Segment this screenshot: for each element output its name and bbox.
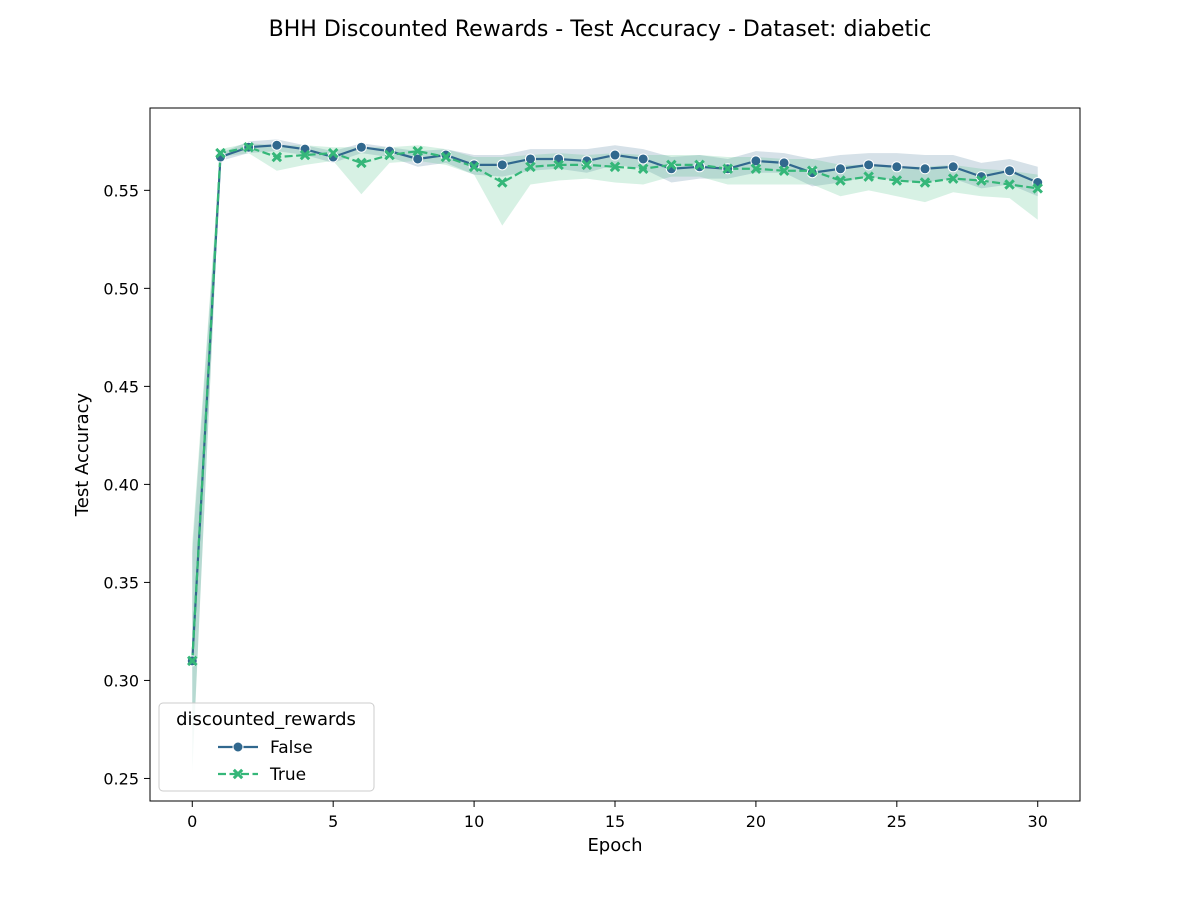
legend-box xyxy=(158,702,375,792)
data-point-false xyxy=(637,153,649,165)
data-point-true xyxy=(750,163,762,175)
data-point-true xyxy=(299,149,311,161)
data-point-true xyxy=(440,151,452,163)
data-point-true xyxy=(553,159,564,171)
data-point-true xyxy=(525,161,536,173)
data-point-false xyxy=(1004,165,1016,177)
confidence-bands xyxy=(192,139,1038,775)
data-point-true xyxy=(1032,183,1043,194)
data-point-true xyxy=(412,145,423,157)
data-point-true xyxy=(722,163,733,175)
legend-label-false: False xyxy=(270,738,313,758)
series-markers xyxy=(186,139,1044,667)
x-tick-label: 0 xyxy=(187,812,197,831)
y-tick-label: 0.50 xyxy=(103,279,139,298)
y-tick-label: 0.25 xyxy=(103,769,139,788)
data-point-true xyxy=(919,177,931,188)
series-lines xyxy=(191,144,1039,661)
data-point-false xyxy=(496,159,508,171)
legend-marker-true xyxy=(232,768,244,780)
data-point-true xyxy=(384,149,395,161)
data-point-true xyxy=(327,147,339,159)
data-point-true xyxy=(215,147,226,159)
data-point-false xyxy=(524,153,536,165)
series-line-false xyxy=(191,144,1039,661)
legend: discounted_rewards False True xyxy=(158,702,375,792)
data-point-true xyxy=(778,165,790,176)
plot-frame xyxy=(149,107,1081,802)
legend-label-true: True xyxy=(269,765,306,785)
data-point-false xyxy=(412,153,424,165)
data-point-true xyxy=(1004,179,1015,190)
x-tick-label: 25 xyxy=(887,812,907,831)
x-tick-label: 5 xyxy=(328,812,338,831)
y-tick-label: 0.45 xyxy=(103,377,139,396)
data-point-true xyxy=(468,161,480,173)
data-point-true xyxy=(243,141,254,153)
legend-marker-false xyxy=(232,741,244,753)
data-point-true xyxy=(581,159,593,171)
data-point-true xyxy=(637,163,649,175)
data-point-true xyxy=(863,171,874,182)
data-point-false xyxy=(863,159,875,171)
x-axis-ticks: 0 5 10 15 20 25 30 xyxy=(187,801,1048,831)
y-tick-label: 0.40 xyxy=(103,475,139,494)
data-point-true xyxy=(497,177,508,188)
y-tick-label: 0.35 xyxy=(103,573,139,592)
series-line-true xyxy=(191,146,1038,661)
data-point-true xyxy=(666,159,677,171)
data-point-false xyxy=(919,163,931,175)
x-tick-label: 15 xyxy=(605,812,625,831)
chart-title: BHH Discounted Rewards - Test Accuracy -… xyxy=(269,17,932,42)
data-point-true xyxy=(271,151,283,163)
x-axis-label: Epoch xyxy=(587,835,642,856)
x-tick-label: 20 xyxy=(746,812,766,831)
data-point-false xyxy=(271,139,283,151)
legend-entries: False True xyxy=(218,738,313,785)
data-point-false xyxy=(750,155,762,167)
x-tick-label: 30 xyxy=(1028,812,1048,831)
y-axis-label: Test Accuracy xyxy=(72,392,93,517)
data-point-true xyxy=(609,161,621,173)
data-point-true xyxy=(807,165,818,176)
y-tick-label: 0.55 xyxy=(103,181,139,200)
y-axis-ticks: 0.25 0.30 0.35 0.40 0.45 0.50 0.55 xyxy=(103,181,150,788)
data-point-false xyxy=(891,161,903,173)
data-point-true xyxy=(694,159,705,171)
confidence-band-true xyxy=(192,143,1038,775)
data-point-false xyxy=(947,161,959,173)
data-point-false xyxy=(778,157,790,169)
legend-title: discounted_rewards xyxy=(176,709,356,730)
data-point-false xyxy=(355,141,367,153)
x-tick-label: 10 xyxy=(464,812,484,831)
data-point-true xyxy=(947,173,959,184)
confidence-band-false xyxy=(192,139,1038,769)
data-point-true xyxy=(976,175,987,186)
data-point-false xyxy=(609,149,621,161)
data-point-true xyxy=(891,175,903,186)
data-point-true xyxy=(835,175,846,186)
data-point-false xyxy=(834,163,846,175)
data-point-true xyxy=(187,655,198,667)
y-tick-label: 0.30 xyxy=(103,671,139,690)
data-point-true xyxy=(356,157,367,169)
